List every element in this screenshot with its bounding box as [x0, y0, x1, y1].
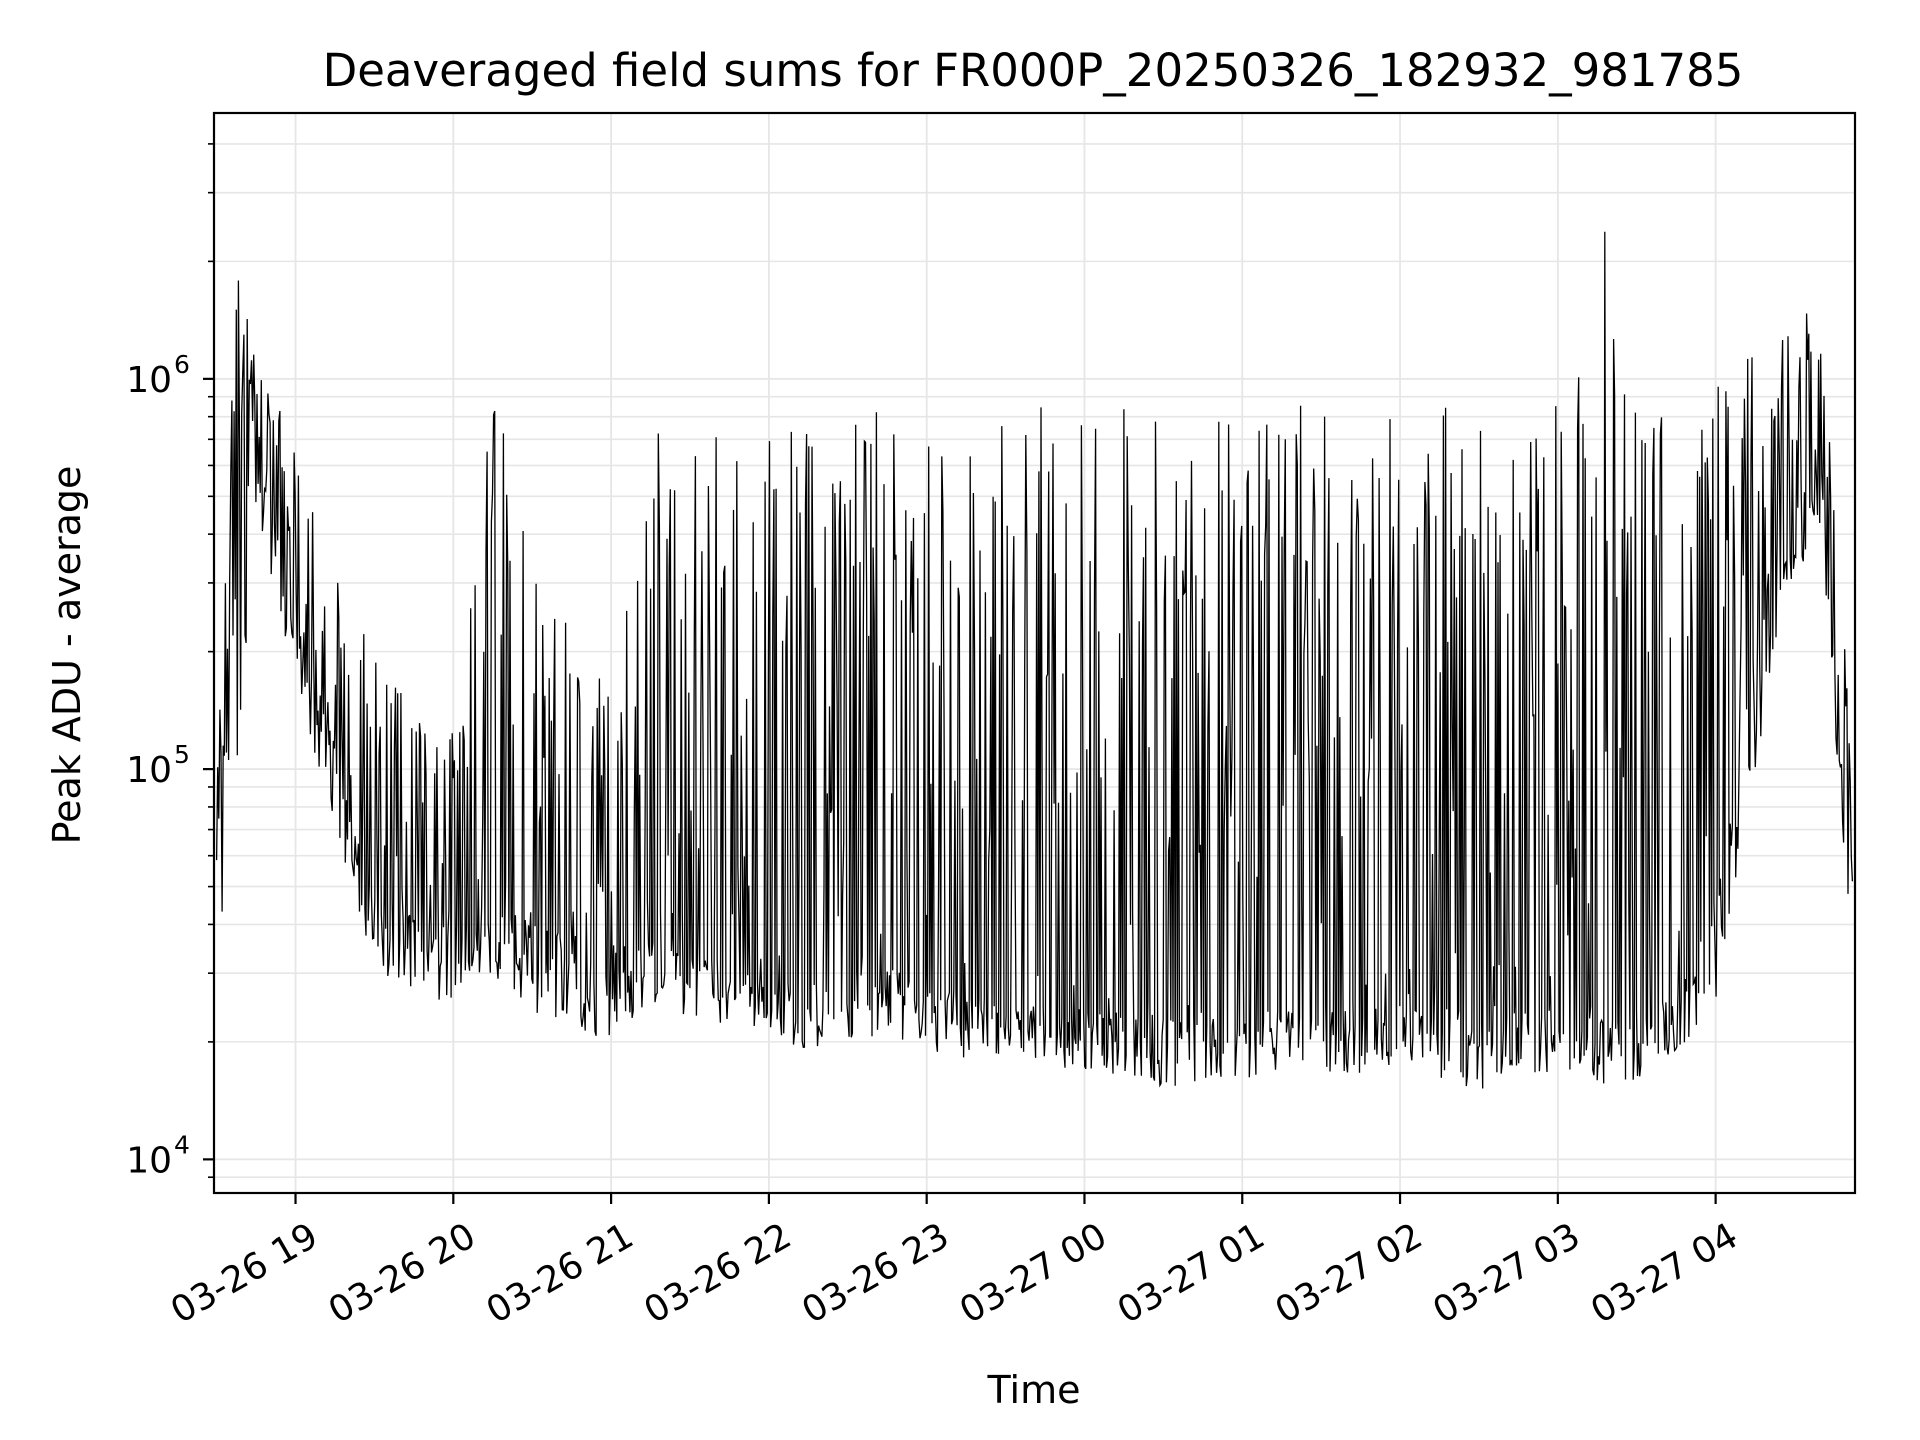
series-line [215, 231, 1854, 1089]
y-tick-exponent: 5 [174, 740, 190, 769]
y-tick-exponent: 6 [174, 350, 190, 379]
y-tick-label: 10 [126, 750, 172, 791]
y-tick-label: 10 [126, 1140, 172, 1181]
y-tick-label: 10 [126, 360, 172, 401]
y-axis-label: Peak ADU - average [45, 466, 89, 845]
x-axis-label: Time [987, 1368, 1081, 1412]
series-group [215, 231, 1854, 1089]
y-tick-exponent: 4 [174, 1130, 190, 1159]
chart-title: Deaveraged field sums for FR000P_2025032… [323, 44, 1744, 97]
plot-frame [212, 111, 1857, 1195]
